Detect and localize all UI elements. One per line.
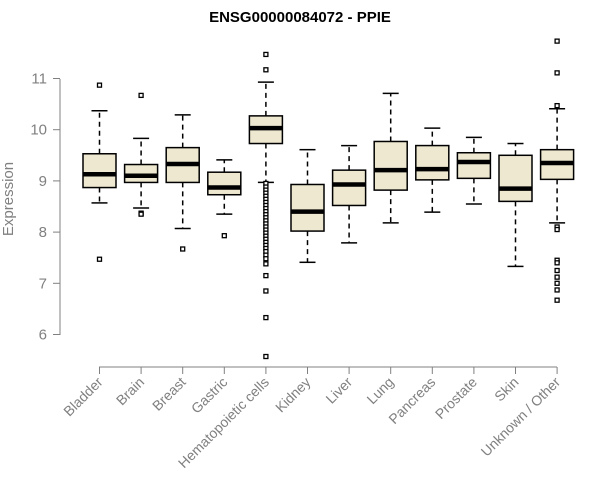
x-tick-label: Prostate [432, 374, 480, 422]
outlier-point [554, 297, 560, 303]
x-tick-label: Liver [322, 374, 355, 407]
box-iqr [331, 169, 367, 207]
boxplot-prostate [456, 136, 492, 205]
outlier-point [221, 233, 227, 239]
y-ticks: 6 7 8 9 10 11 [30, 71, 60, 344]
boxplots [82, 38, 575, 360]
outlier-point [263, 67, 269, 73]
x-tick-label: Breast [149, 374, 189, 414]
boxplot-brain [123, 92, 159, 217]
outlier-point [263, 288, 269, 294]
x-tick-label: Skin [491, 374, 522, 405]
outlier-point [554, 287, 560, 293]
boxplot-kidney [290, 148, 325, 264]
y-tick-label: 11 [31, 71, 47, 88]
outlier-point [554, 274, 560, 280]
outlier-point [263, 261, 269, 267]
outlier-point [263, 51, 269, 58]
y-tick-label: 8 [39, 224, 47, 241]
outlier-point [554, 260, 560, 266]
box-iqr [82, 153, 117, 189]
boxplot-skin [498, 142, 533, 268]
outlier-point [96, 256, 103, 262]
outlier-point [263, 256, 269, 262]
x-tick-label: Kidney [272, 374, 314, 416]
boxplot-gastric [207, 159, 242, 239]
x-tick-label: Unknown / Other [478, 374, 564, 460]
outlier-point [263, 353, 269, 360]
boxplot-liver [331, 144, 367, 244]
y-tick-label: 9 [39, 173, 47, 190]
boxplot-hematopoietic-cells [248, 51, 284, 360]
x-tick-label: Brain [113, 374, 147, 408]
outlier-point [554, 102, 560, 109]
box-iqr [498, 154, 533, 203]
outlier-point [263, 272, 269, 279]
x-tick-label: Bladder [60, 374, 106, 420]
chart-title: ENSG00000084072 - PPIE [209, 9, 391, 26]
box-iqr [123, 163, 159, 184]
y-tick-label: 6 [39, 327, 47, 344]
box-iqr [415, 144, 450, 181]
boxplot-breast [165, 114, 200, 252]
x-tick-label: Lung [363, 374, 396, 407]
box-iqr [207, 171, 242, 196]
y-tick-label: 7 [39, 275, 47, 292]
outlier-point [554, 226, 560, 233]
boxplot-lung [373, 92, 408, 224]
outlier-point [138, 92, 144, 99]
box-iqr [373, 140, 408, 191]
outlier-point [263, 314, 269, 321]
outlier-point [554, 38, 560, 44]
outlier-point [554, 70, 560, 76]
boxplot-bladder [82, 82, 117, 262]
outlier-point [554, 280, 560, 286]
outlier-point [96, 82, 103, 88]
y-tick-label: 10 [30, 122, 47, 139]
outlier-point [554, 267, 560, 274]
box-iqr [290, 183, 325, 232]
boxplot-unknown-other [539, 38, 575, 303]
outlier-point [180, 246, 186, 252]
outlier-point [138, 211, 144, 217]
boxplot-pancreas [415, 127, 450, 213]
y-axis-label: Expression [0, 162, 17, 236]
box-iqr [456, 151, 492, 180]
